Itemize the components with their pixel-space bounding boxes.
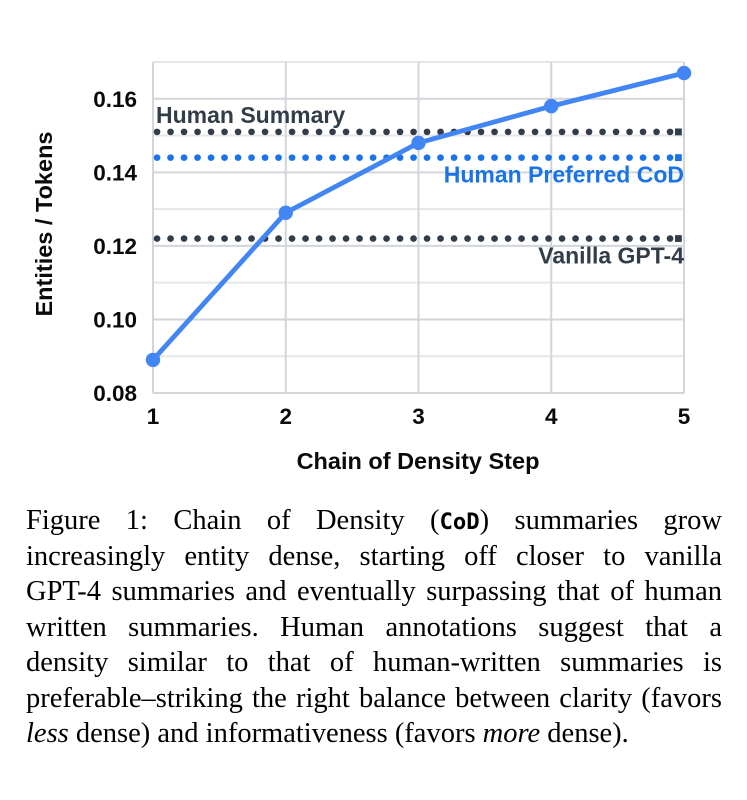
caption-line: less dense) and informativeness (favors … — [26, 716, 722, 752]
ref-label-vanilla-gpt-4: Vanilla GPT-4 — [538, 243, 684, 269]
x-tick-label: 1 — [147, 404, 160, 429]
data-point — [145, 352, 161, 368]
ref-line-endcap — [675, 235, 682, 242]
ref-line-endcap — [675, 154, 682, 162]
y-tick-label: 0.12 — [93, 234, 137, 259]
y-tick-label: 0.08 — [93, 381, 137, 406]
caption-text: more — [482, 718, 541, 749]
caption-line: density similar to that of human-written… — [26, 645, 722, 681]
chart-plot-area: Human Summary Human Preferred CoD Vanilla … — [93, 61, 692, 429]
figure-caption: Figure 1: Chain of Density (CoD) summari… — [26, 503, 722, 752]
caption-text: Figure 1: Chain of Density ( — [26, 505, 440, 536]
y-tick-label: 0.14 — [93, 160, 137, 185]
caption-line: written summaries. Human annotations sug… — [26, 610, 722, 646]
ref-label-human-preferred-cod: Human Preferred CoD — [444, 162, 684, 188]
data-point — [676, 65, 692, 81]
data-point — [278, 205, 293, 220]
caption-line: Figure 1: Chain of Density (CoD) summari… — [26, 503, 722, 539]
x-tick-label: 2 — [279, 404, 292, 429]
x-tick-label: 4 — [545, 404, 558, 429]
y-tick-label: 0.10 — [93, 307, 137, 332]
data-point — [544, 98, 559, 114]
caption-text: density similar to that of human-written… — [26, 647, 722, 678]
x-tick-label: 3 — [412, 404, 425, 429]
caption-text: preferable–striking the right balance be… — [26, 682, 722, 714]
caption-text: ) summaries grow — [479, 505, 723, 536]
caption-text: GPT-4 summaries and eventually surpassin… — [26, 576, 722, 607]
caption-text: dense). — [540, 718, 629, 749]
x-axis-title: Chain of Density Step — [297, 448, 540, 474]
caption-text: less — [26, 718, 69, 749]
density-chart: Human Summary Human Preferred CoD Vanilla … — [31, 61, 692, 474]
ref-line-endcap — [675, 128, 682, 136]
x-tick-label: 5 — [678, 404, 691, 429]
caption-line: preferable–striking the right balance be… — [26, 681, 722, 717]
cod-inline-code: CoD — [439, 509, 480, 535]
caption-line: GPT-4 summaries and eventually surpassin… — [26, 574, 722, 610]
ref-label-human-summary: Human Summary — [156, 102, 345, 128]
data-point — [411, 135, 426, 151]
caption-text: written summaries. Human annotations sug… — [26, 611, 722, 643]
y-axis-title: Entities / Tokens — [31, 132, 57, 317]
y-tick-label: 0.16 — [93, 87, 137, 112]
caption-line: increasingly entity dense, starting off … — [26, 539, 722, 575]
caption-text: dense) and informativeness (favors — [68, 718, 483, 749]
caption-text: increasingly entity dense, starting off … — [26, 540, 722, 572]
